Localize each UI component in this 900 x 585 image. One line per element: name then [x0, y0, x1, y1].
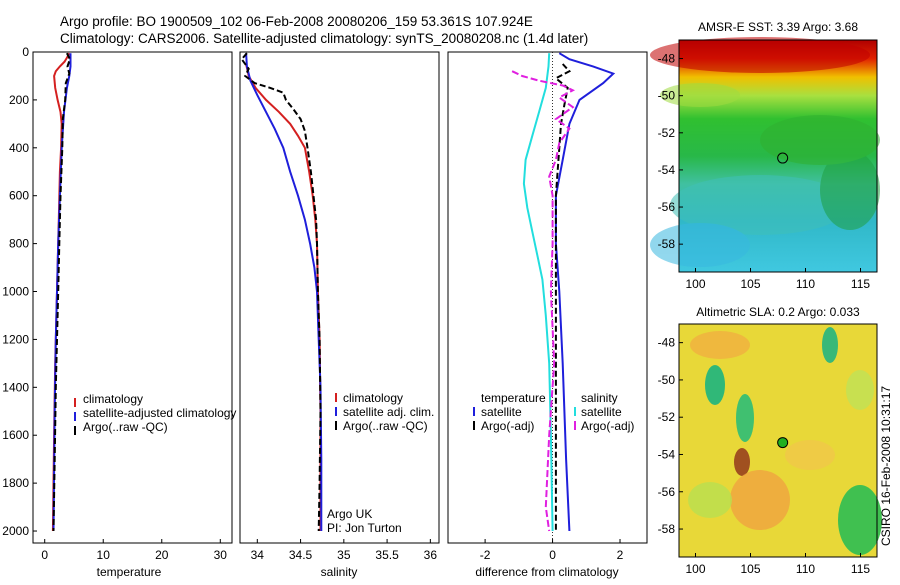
- y-tick-label: 600: [9, 189, 29, 203]
- legend-satellite-adjusted-climatology: satellite-adjusted climatology: [83, 406, 236, 420]
- temperature-panel: 0 200 400 600 800 1000 1200 1400 1600 1800 2000 0 1…: [2, 45, 236, 579]
- legend-satellite-adj-clim: satellite adj. clim.: [343, 405, 434, 419]
- salinity-panel: 34 34.5 35 35.5 36 salinity climatology sate…: [239, 51, 440, 579]
- salinity-legend: climatology satellite adj. clim. Argo(..…: [335, 391, 434, 433]
- salinity-axes-frame: [239, 51, 440, 544]
- series-line-satellite-adj-clim-: [245, 53, 323, 531]
- y-tick-label: 200: [9, 93, 29, 107]
- argo-location-marker: [777, 437, 789, 449]
- y-tick-label: -48: [658, 52, 676, 66]
- creation-stamp: CSIRO 16-Feb-2008 10:31:17: [879, 386, 893, 546]
- x-tick-label: 34: [251, 548, 265, 562]
- x-tick-label: 35: [337, 548, 351, 562]
- y-tick-label: 1800: [2, 476, 29, 490]
- y-tick-label: 1400: [2, 380, 29, 394]
- argo-location-marker: [777, 152, 789, 164]
- sla-field-texture: [688, 327, 882, 555]
- series-line-salinity-argo-adj-: [511, 70, 576, 532]
- y-tick-label: 800: [9, 237, 29, 251]
- sst-map-title: AMSR-E SST: 3.39 Argo: 3.68: [698, 20, 858, 34]
- temperature-xlabel: temperature: [97, 565, 162, 579]
- x-tick-label: 115: [851, 277, 870, 291]
- x-tick-label: 110: [796, 562, 815, 576]
- series-line-argo-raw-qc-: [240, 52, 322, 532]
- x-tick-label: 0: [549, 548, 556, 562]
- y-tick-label: -50: [658, 89, 676, 103]
- legend-temperature-satellite: satellite: [481, 405, 522, 419]
- difference-xlabel: difference from climatology: [475, 565, 618, 579]
- x-tick-label: 20: [155, 548, 169, 562]
- sla-map-panel: Altimetric SLA: 0.2 Argo: 0.033 100 105 11…: [658, 305, 882, 576]
- x-tick-label: 30: [214, 548, 228, 562]
- series-line-argo-raw-qc-: [52, 52, 71, 532]
- x-tick-label: 100: [685, 562, 705, 576]
- legend-climatology: climatology: [343, 391, 403, 405]
- legend-group-temperature: temperature: [481, 391, 546, 405]
- legend-climatology: climatology: [83, 392, 143, 406]
- y-tick-label: -54: [658, 163, 676, 177]
- figure-title-line-1: Argo profile: BO 1900509_102 06-Feb-2008…: [60, 14, 533, 29]
- y-tick-label: -54: [658, 447, 676, 461]
- x-tick-label: 115: [851, 562, 870, 576]
- y-tick-label: -52: [658, 410, 676, 424]
- y-tick-label: -58: [658, 237, 676, 251]
- x-tick-label: 105: [740, 562, 760, 576]
- y-tick-label: 0: [22, 45, 29, 59]
- legend-group-salinity: salinity: [581, 391, 618, 405]
- legend-argo: Argo(..raw -QC): [83, 420, 168, 434]
- difference-legend: temperature satellite Argo(-adj) salinit…: [473, 391, 634, 433]
- y-tick-label: -50: [658, 373, 676, 387]
- legend-argo: Argo(..raw -QC): [343, 419, 428, 433]
- figure-title-line-2: Climatology: CARS2006. Satellite-adjuste…: [60, 31, 588, 46]
- y-tick-label: -56: [658, 485, 676, 499]
- difference-panel: -2 0 2 difference from climatology tempera…: [447, 51, 648, 579]
- y-tick-label: -52: [658, 126, 676, 140]
- temperature-axes-frame: [32, 51, 233, 544]
- sst-field-texture: [650, 37, 880, 267]
- difference-axes-frame: [447, 51, 648, 544]
- x-tick-label: 100: [685, 277, 705, 291]
- x-tick-label: 10: [97, 548, 111, 562]
- sla-map-title: Altimetric SLA: 0.2 Argo: 0.033: [696, 305, 860, 319]
- sst-frame: [678, 39, 878, 273]
- legend-salinity-satellite: satellite: [581, 405, 622, 419]
- y-tick-label: 400: [9, 141, 29, 155]
- legend-salinity-argo: Argo(-adj): [581, 419, 634, 433]
- x-tick-label: 36: [424, 548, 438, 562]
- x-tick-label: 2: [617, 548, 624, 562]
- annotation-pi: PI: Jon Turton: [327, 521, 402, 535]
- x-tick-label: 110: [796, 277, 815, 291]
- y-tick-label: 1600: [2, 428, 29, 442]
- y-tick-label: 1000: [2, 285, 29, 299]
- x-tick-label: 0: [41, 548, 48, 562]
- legend-temperature-argo: Argo(-adj): [481, 419, 534, 433]
- salinity-xlabel: salinity: [321, 565, 358, 579]
- sst-map-panel: AMSR-E SST: 3.39 Argo: 3.68 100 105 110 115…: [650, 20, 880, 291]
- x-tick-label: 105: [740, 277, 760, 291]
- x-tick-label: 35.5: [375, 548, 399, 562]
- temperature-legend: climatology satellite-adjusted climatolo…: [74, 392, 236, 435]
- sla-frame: [678, 323, 878, 558]
- x-tick-label: 34.5: [289, 548, 313, 562]
- y-tick-label: -58: [658, 522, 676, 536]
- y-tick-label: -48: [658, 336, 676, 350]
- y-tick-label: 2000: [2, 524, 29, 538]
- y-tick-label: -56: [658, 200, 676, 214]
- series-line-salinity-satellite: [522, 53, 554, 532]
- x-tick-label: -2: [480, 548, 491, 562]
- series-line-temperature-argo-adj-: [554, 63, 572, 531]
- y-tick-label: 1200: [2, 332, 29, 346]
- annotation-argo-uk: Argo UK: [327, 507, 372, 521]
- series-line-temperature-satellite: [554, 52, 616, 532]
